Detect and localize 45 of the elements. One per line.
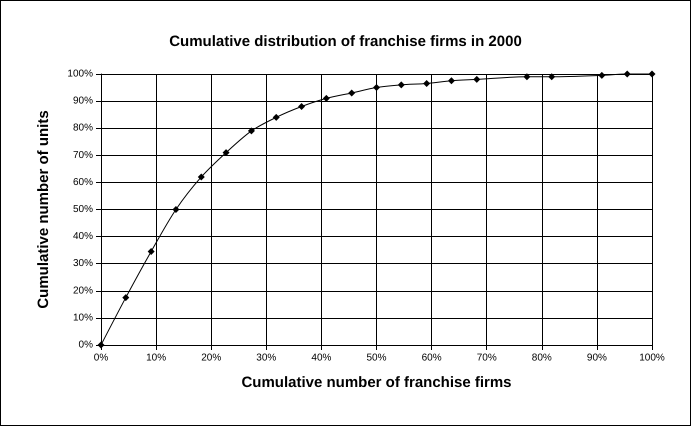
point bbox=[624, 70, 631, 78]
y-tick-label: 10% bbox=[72, 312, 94, 324]
point bbox=[198, 173, 205, 180]
point bbox=[172, 206, 180, 213]
y-tick-label: 100% bbox=[67, 68, 94, 80]
point bbox=[348, 89, 356, 96]
y-tick-label: 90% bbox=[72, 96, 94, 107]
point bbox=[523, 73, 530, 80]
y-tick-label: 70% bbox=[72, 150, 94, 161]
x-tick-label: 40% bbox=[311, 352, 332, 364]
x-tick-label: 30% bbox=[256, 352, 276, 364]
y-tick-label: 30% bbox=[72, 258, 94, 270]
chart-title: Cumulative distribution of franchise firms in 2000 bbox=[169, 33, 522, 50]
x-axis-title: Cumulative number of franchise firms bbox=[241, 374, 512, 391]
point bbox=[448, 77, 455, 84]
point bbox=[272, 114, 280, 121]
point bbox=[248, 127, 255, 134]
x-tick-label: 70% bbox=[476, 352, 497, 364]
x-tick-label: 10% bbox=[146, 352, 166, 364]
point bbox=[373, 84, 380, 92]
y-tick-label: 50% bbox=[72, 204, 94, 215]
point bbox=[322, 94, 330, 102]
point bbox=[423, 80, 430, 87]
x-tick-label: 80% bbox=[532, 352, 552, 364]
point bbox=[473, 76, 480, 83]
y-tick-label: 0% bbox=[78, 340, 94, 350]
point bbox=[598, 72, 606, 79]
x-tick-label: 50% bbox=[366, 352, 387, 364]
x-tick-label: 20% bbox=[201, 352, 222, 364]
y-axis-title: Cumulative number of units bbox=[35, 110, 52, 309]
point bbox=[298, 103, 306, 110]
y-tick-label: 60% bbox=[72, 176, 94, 188]
y-tick-label: 40% bbox=[72, 231, 94, 242]
point bbox=[548, 73, 556, 80]
x-tick-label: 90% bbox=[586, 352, 608, 364]
point bbox=[222, 149, 230, 156]
x-tick-label: 0% bbox=[94, 352, 108, 364]
y-tick-label: 80% bbox=[72, 122, 94, 134]
point bbox=[148, 248, 155, 256]
point bbox=[398, 81, 405, 88]
x-tick-label: 100% bbox=[639, 352, 665, 364]
y-tick-label: 20% bbox=[72, 285, 94, 296]
x-tick-label: 60% bbox=[422, 352, 442, 364]
point bbox=[648, 70, 656, 78]
point bbox=[122, 294, 130, 302]
